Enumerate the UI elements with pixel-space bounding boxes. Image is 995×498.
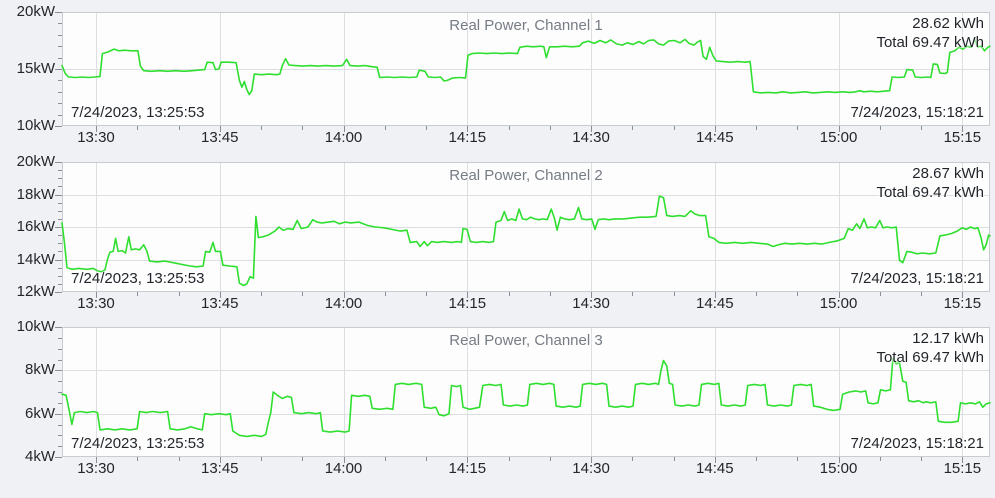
- chart-canvas: [55, 162, 991, 298]
- y-tick-label: 6kW: [25, 404, 55, 422]
- x-tick-label: 14:15: [448, 129, 487, 146]
- gridlines: [62, 162, 990, 292]
- axis-ticks: [55, 162, 963, 298]
- power-series-line: [61, 195, 991, 287]
- total-energy-value: Total 69.47 kWh: [876, 184, 984, 201]
- x-tick-label: 15:00: [819, 295, 858, 312]
- x-tick-label: 15:00: [819, 129, 858, 146]
- x-tick-label: 14:15: [448, 295, 487, 312]
- x-tick-label: 15:00: [819, 460, 858, 477]
- x-tick-label: 13:45: [200, 460, 239, 477]
- x-tick-label: 14:30: [572, 129, 610, 146]
- axis-ticks: [55, 12, 963, 132]
- y-tick-label: 20kW: [16, 3, 55, 20]
- window-end-timestamp: 7/24/2023, 15:18:21: [850, 104, 984, 121]
- x-tick-label: 13:30: [77, 295, 115, 312]
- plot-area[interactable]: Real Power, Channel 1 28.62 kWh Total 69…: [55, 12, 991, 132]
- channel-energy-value: 28.62 kWh: [912, 15, 984, 32]
- total-energy-value: Total 69.47 kWh: [876, 34, 984, 51]
- y-tick-label: 4kW: [25, 448, 55, 465]
- x-tick-label: 13:30: [77, 129, 115, 146]
- x-tick-label: 14:15: [448, 460, 487, 477]
- chart-canvas: [55, 327, 991, 463]
- power-series-line: [61, 357, 991, 438]
- x-tick-label: 13:45: [200, 129, 239, 146]
- x-tick-label: 14:30: [572, 295, 610, 312]
- x-tick-label: 14:00: [324, 129, 363, 146]
- window-end-timestamp: 7/24/2023, 15:18:21: [850, 270, 984, 287]
- plot-area[interactable]: Real Power, Channel 3 12.17 kWh Total 69…: [55, 327, 991, 463]
- y-tick-label: 16kW: [16, 218, 55, 235]
- x-tick-label: 14:45: [696, 295, 734, 312]
- y-tick-label: 18kW: [16, 185, 55, 203]
- power-series-line: [61, 38, 991, 96]
- x-tick-label: 14:45: [696, 460, 734, 477]
- energy-readout: 12.17 kWh Total 69.47 kWh: [876, 329, 984, 367]
- x-tick-label: 14:00: [324, 295, 363, 312]
- x-tick-label: 15:15: [943, 129, 982, 146]
- x-tick-label: 13:45: [200, 295, 239, 312]
- x-tick-label: 15:15: [943, 295, 982, 312]
- energy-readout: 28.67 kWh Total 69.47 kWh: [876, 164, 984, 202]
- plot-border: [62, 12, 990, 126]
- x-tick-label: 14:45: [696, 129, 734, 146]
- channel-energy-value: 28.67 kWh: [912, 165, 984, 182]
- total-energy-value: Total 69.47 kWh: [876, 349, 984, 366]
- plot-border: [62, 327, 990, 457]
- y-tick-label: 14kW: [16, 250, 55, 268]
- y-tick-label: 15kW: [16, 60, 55, 77]
- y-tick-label: 20kW: [16, 153, 55, 170]
- x-tick-label: 15:15: [943, 460, 982, 477]
- x-tick-label: 14:30: [572, 460, 610, 477]
- energy-readout: 28.62 kWh Total 69.47 kWh: [876, 14, 984, 52]
- y-tick-label: 12kW: [16, 283, 55, 300]
- x-tick-label: 14:00: [324, 460, 363, 477]
- window-start-timestamp: 7/24/2023, 13:25:53: [71, 104, 205, 121]
- x-tick-label: 13:30: [77, 460, 115, 477]
- plot-area[interactable]: Real Power, Channel 2 28.67 kWh Total 69…: [55, 162, 991, 298]
- channel-energy-value: 12.17 kWh: [912, 330, 984, 347]
- window-start-timestamp: 7/24/2023, 13:25:53: [71, 435, 205, 452]
- y-tick-label: 10kW: [16, 117, 55, 134]
- axis-ticks: [55, 327, 963, 463]
- y-tick-label: 10kW: [16, 318, 55, 335]
- window-start-timestamp: 7/24/2023, 13:25:53: [71, 270, 205, 287]
- chart-canvas: [55, 12, 991, 132]
- window-end-timestamp: 7/24/2023, 15:18:21: [850, 435, 984, 452]
- y-tick-label: 8kW: [25, 361, 55, 379]
